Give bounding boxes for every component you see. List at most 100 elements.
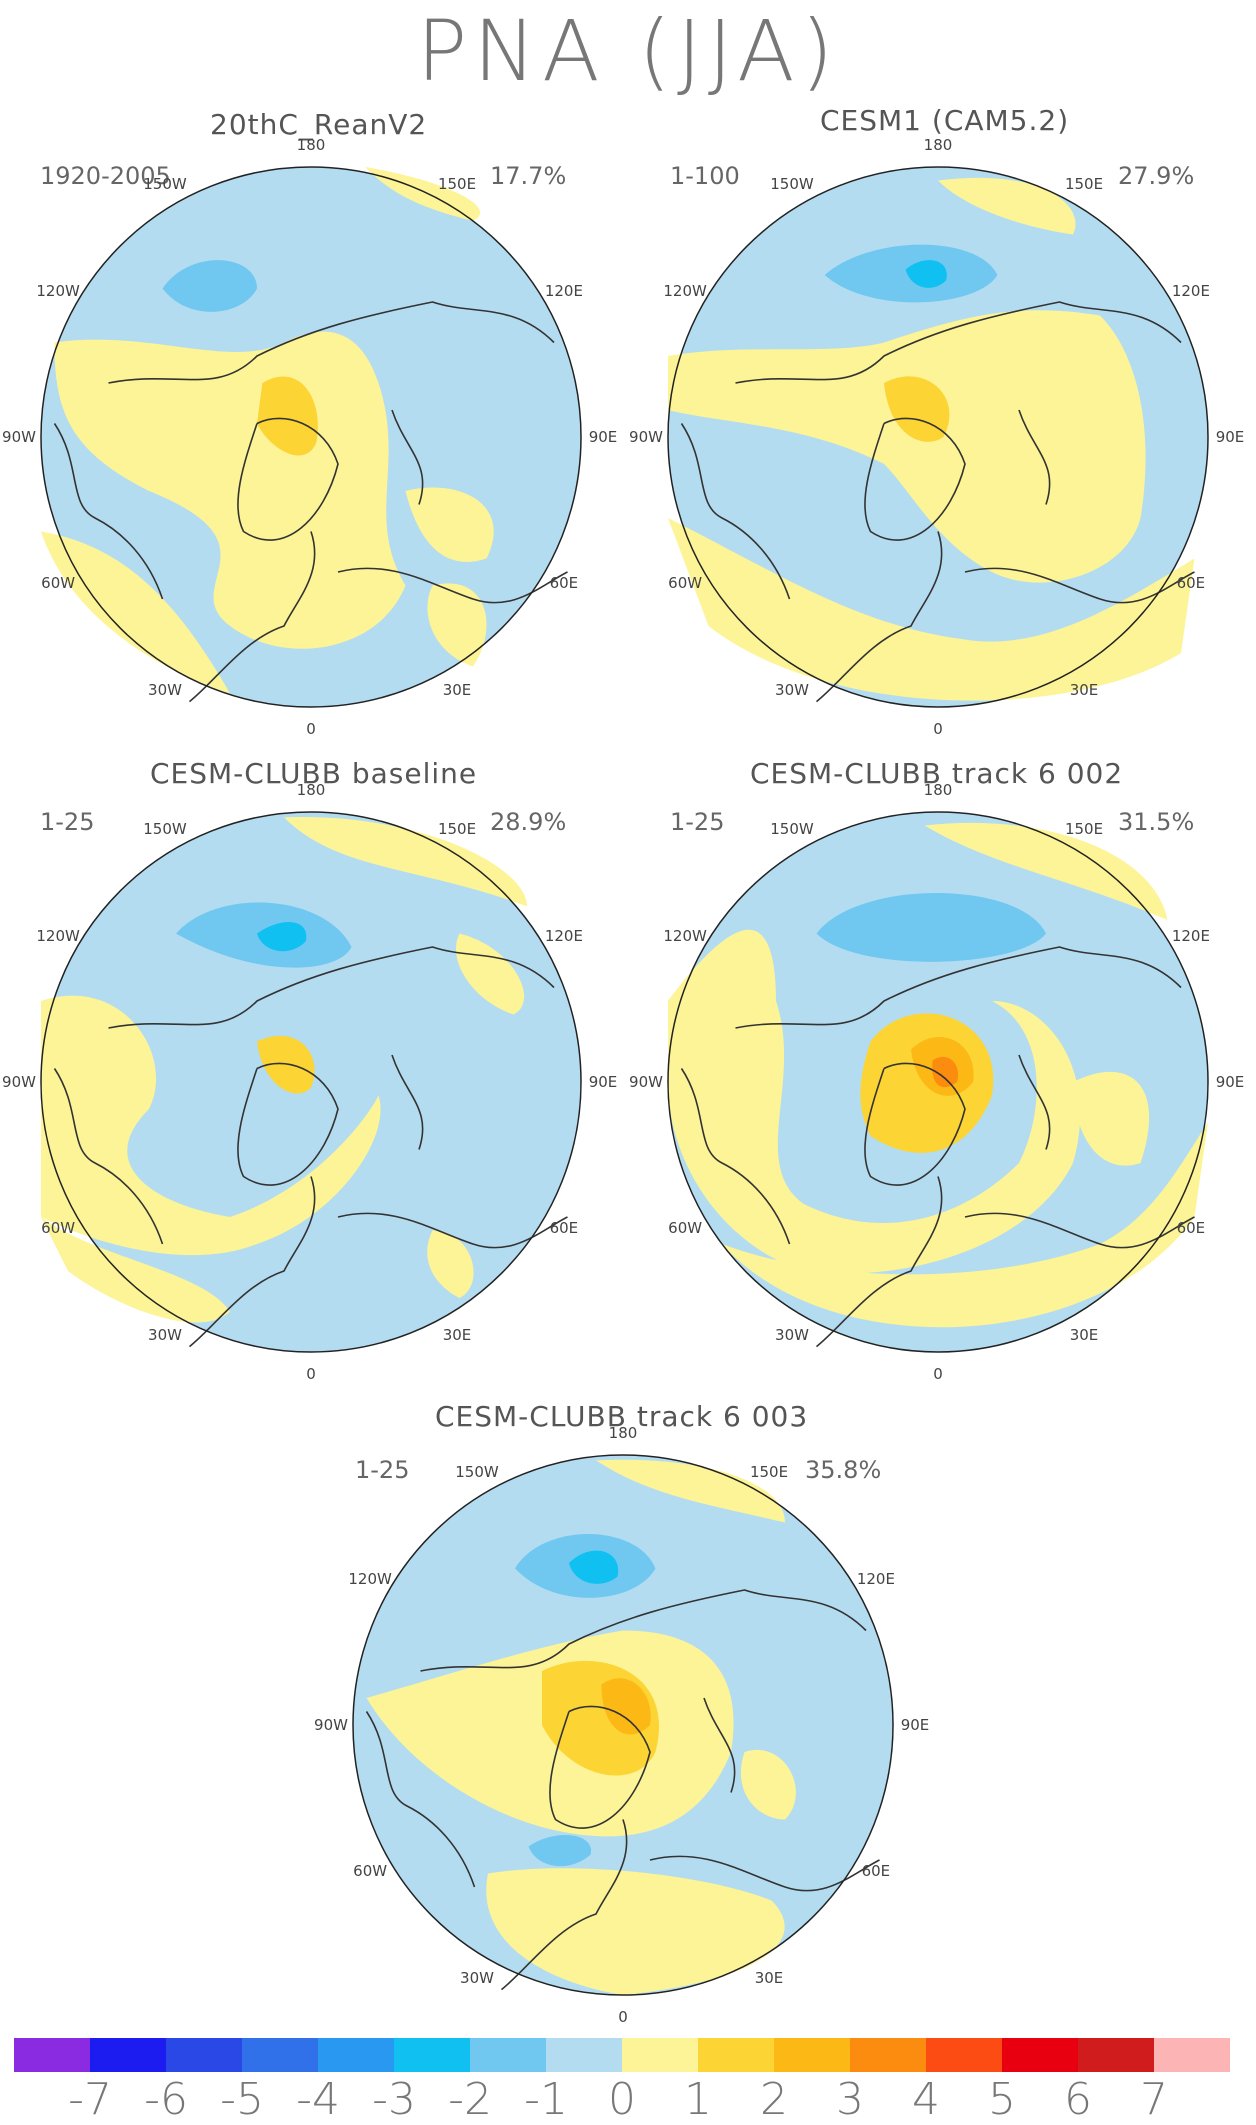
colorbar-tick-label: 7: [1140, 2074, 1168, 2125]
panel-variance: 31.5%: [1118, 808, 1195, 836]
coastline: [703, 1697, 736, 1793]
longitude-label: 60E: [549, 574, 579, 592]
contour-region: [596, 1459, 785, 1523]
coastline: [680, 1068, 791, 1245]
panel-title: CESM-CLUBB track 6 002: [750, 757, 1124, 790]
panel-title: CESM-CLUBB baseline: [150, 757, 478, 790]
polar-map-2: [667, 166, 1209, 708]
longitude-label: 180: [296, 781, 326, 799]
contour-region: [41, 531, 230, 694]
contour-region: [284, 817, 527, 907]
longitude-label: 90E: [900, 1716, 930, 1734]
longitude-label: 60E: [1176, 1219, 1206, 1237]
longitude-label: 0: [933, 1365, 943, 1383]
colorbar-tick-label: -6: [144, 2074, 188, 2125]
coastline: [735, 301, 1182, 384]
longitude-label: 150W: [143, 175, 187, 194]
longitude-label: 90W: [314, 1716, 348, 1734]
colorbar-tick-label: 6: [1064, 2074, 1092, 2125]
contour-region: [54, 331, 406, 649]
contour-region: [816, 893, 1046, 962]
coastline: [649, 1855, 880, 1892]
colorbar-cell: [1002, 2038, 1078, 2072]
colorbar-tick-label: -1: [524, 2074, 568, 2125]
longitude-label: 150E: [1064, 820, 1104, 839]
longitude-label: 60W: [353, 1862, 388, 1880]
polar-map-1: [40, 166, 582, 708]
coastline: [391, 409, 424, 505]
longitude-label: 30W: [775, 1325, 809, 1344]
coastline: [1018, 1054, 1051, 1150]
colorbar-cell: [1154, 2038, 1230, 2072]
coastline: [735, 946, 1182, 1029]
longitude-label: 90E: [588, 1073, 618, 1091]
map-border: [40, 811, 582, 1353]
longitude-label: 30E: [442, 680, 472, 699]
panel-years: 1920-2005: [40, 162, 171, 190]
contour-region: [162, 260, 257, 312]
contour-region: [905, 260, 947, 288]
longitude-label: 60W: [41, 574, 76, 592]
contour-region: [427, 1230, 474, 1298]
contour-region: [528, 1834, 592, 1867]
coastline: [391, 1054, 424, 1150]
contour-region: [257, 1035, 315, 1094]
longitude-label: 60W: [668, 574, 703, 592]
longitude-label: 0: [306, 1365, 316, 1383]
colorbar-cell: [698, 2038, 774, 2072]
coastline: [108, 301, 555, 384]
contour-region: [41, 995, 381, 1256]
coastline: [680, 423, 791, 600]
longitude-label: 90E: [588, 428, 618, 446]
longitude-label: 180: [608, 1424, 638, 1442]
longitude-label: 120E: [544, 282, 583, 300]
coastline: [237, 1062, 339, 1186]
contour-region: [257, 376, 318, 456]
coastline: [864, 417, 966, 541]
coastline: [964, 1212, 1195, 1249]
polar-map-4: [667, 811, 1209, 1353]
longitude-label: 120E: [1171, 927, 1210, 945]
coastline: [188, 1176, 316, 1348]
coastline: [500, 1819, 628, 1991]
colorbar-cell: [1078, 2038, 1154, 2072]
longitude-label: 150E: [1064, 175, 1104, 194]
coastline: [237, 417, 339, 541]
coastline: [815, 531, 943, 703]
contour-region: [668, 929, 1081, 1274]
panel-title: 20thC_ReanV2: [210, 108, 428, 141]
longitude-label: 60E: [1176, 574, 1206, 592]
longitude-label: 30E: [754, 1968, 784, 1987]
contour-region: [668, 518, 1195, 701]
longitude-label: 0: [306, 720, 316, 738]
longitude-label: 30W: [148, 680, 182, 699]
colorbar-cell: [546, 2038, 622, 2072]
panel-variance: 27.9%: [1118, 162, 1195, 190]
longitude-label: 60E: [549, 1219, 579, 1237]
panel-variance: 17.7%: [490, 162, 567, 190]
colorbar-tick-label: 5: [988, 2074, 1016, 2125]
longitude-label: 120W: [348, 1570, 392, 1588]
colorbar-tick-label: 4: [912, 2074, 940, 2125]
longitude-label: 30W: [148, 1325, 182, 1344]
colorbar-tick-label: 2: [760, 2074, 788, 2125]
coastline: [188, 531, 316, 703]
polar-map-3: [40, 811, 582, 1353]
colorbar-tick-label: 3: [836, 2074, 864, 2125]
contour-region: [569, 1550, 619, 1584]
map-border: [667, 166, 1209, 708]
longitude-label: 150E: [437, 820, 477, 839]
coastline: [964, 567, 1195, 604]
longitude-label: 30E: [1069, 680, 1099, 699]
longitude-label: 150W: [455, 1463, 499, 1482]
longitude-label: 150W: [770, 820, 814, 839]
panel-title: CESM1 (CAM5.2): [820, 104, 1070, 137]
contour-region: [924, 822, 1168, 920]
longitude-label: 30E: [1069, 1325, 1099, 1344]
map-border: [667, 811, 1209, 1353]
coastline: [108, 946, 555, 1029]
longitude-label: 180: [296, 136, 326, 154]
polar-map-5: [352, 1454, 894, 1996]
colorbar-tick-label: -7: [68, 2074, 112, 2125]
colorbar-cell: [90, 2038, 166, 2072]
